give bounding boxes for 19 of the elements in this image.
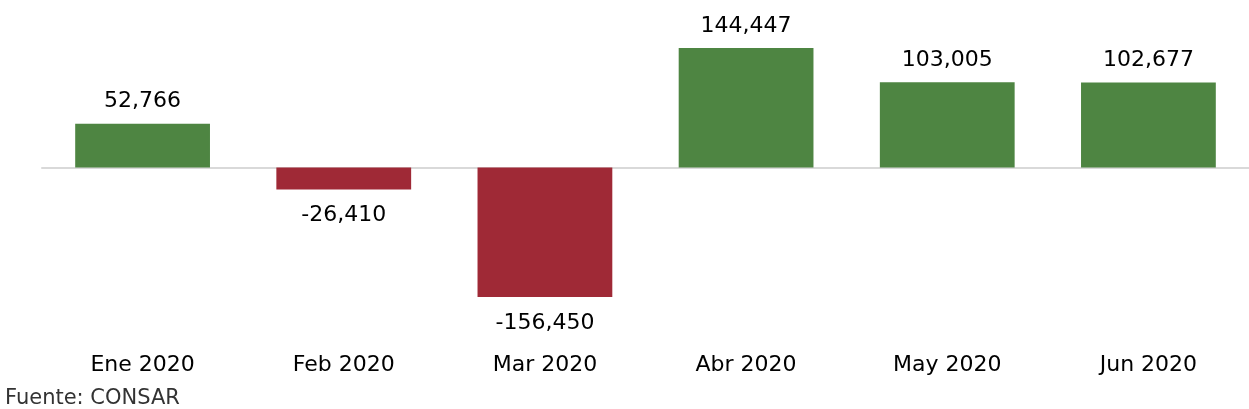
- bar: [477, 167, 613, 297]
- bar: [276, 167, 412, 190]
- bar: [75, 123, 210, 168]
- x-tick-label: May 2020: [893, 350, 1002, 376]
- data-label: 102,677: [1102, 46, 1194, 72]
- data-label: -26,410: [301, 200, 387, 226]
- data-label: -156,450: [495, 308, 595, 334]
- bar: [879, 82, 1015, 168]
- x-tick-label: Abr 2020: [695, 350, 797, 376]
- data-label: 103,005: [901, 45, 993, 71]
- source-note: Fuente: CONSAR: [5, 384, 180, 409]
- x-tick-label: Mar 2020: [492, 350, 598, 376]
- x-tick-label: Feb 2020: [292, 350, 395, 376]
- x-tick-label: Ene 2020: [90, 350, 195, 376]
- x-tick-label: Jun 2020: [1097, 350, 1198, 376]
- data-label: 52,766: [104, 87, 182, 113]
- bar: [678, 48, 814, 168]
- bar: [1081, 82, 1216, 168]
- data-label: 144,447: [700, 11, 792, 37]
